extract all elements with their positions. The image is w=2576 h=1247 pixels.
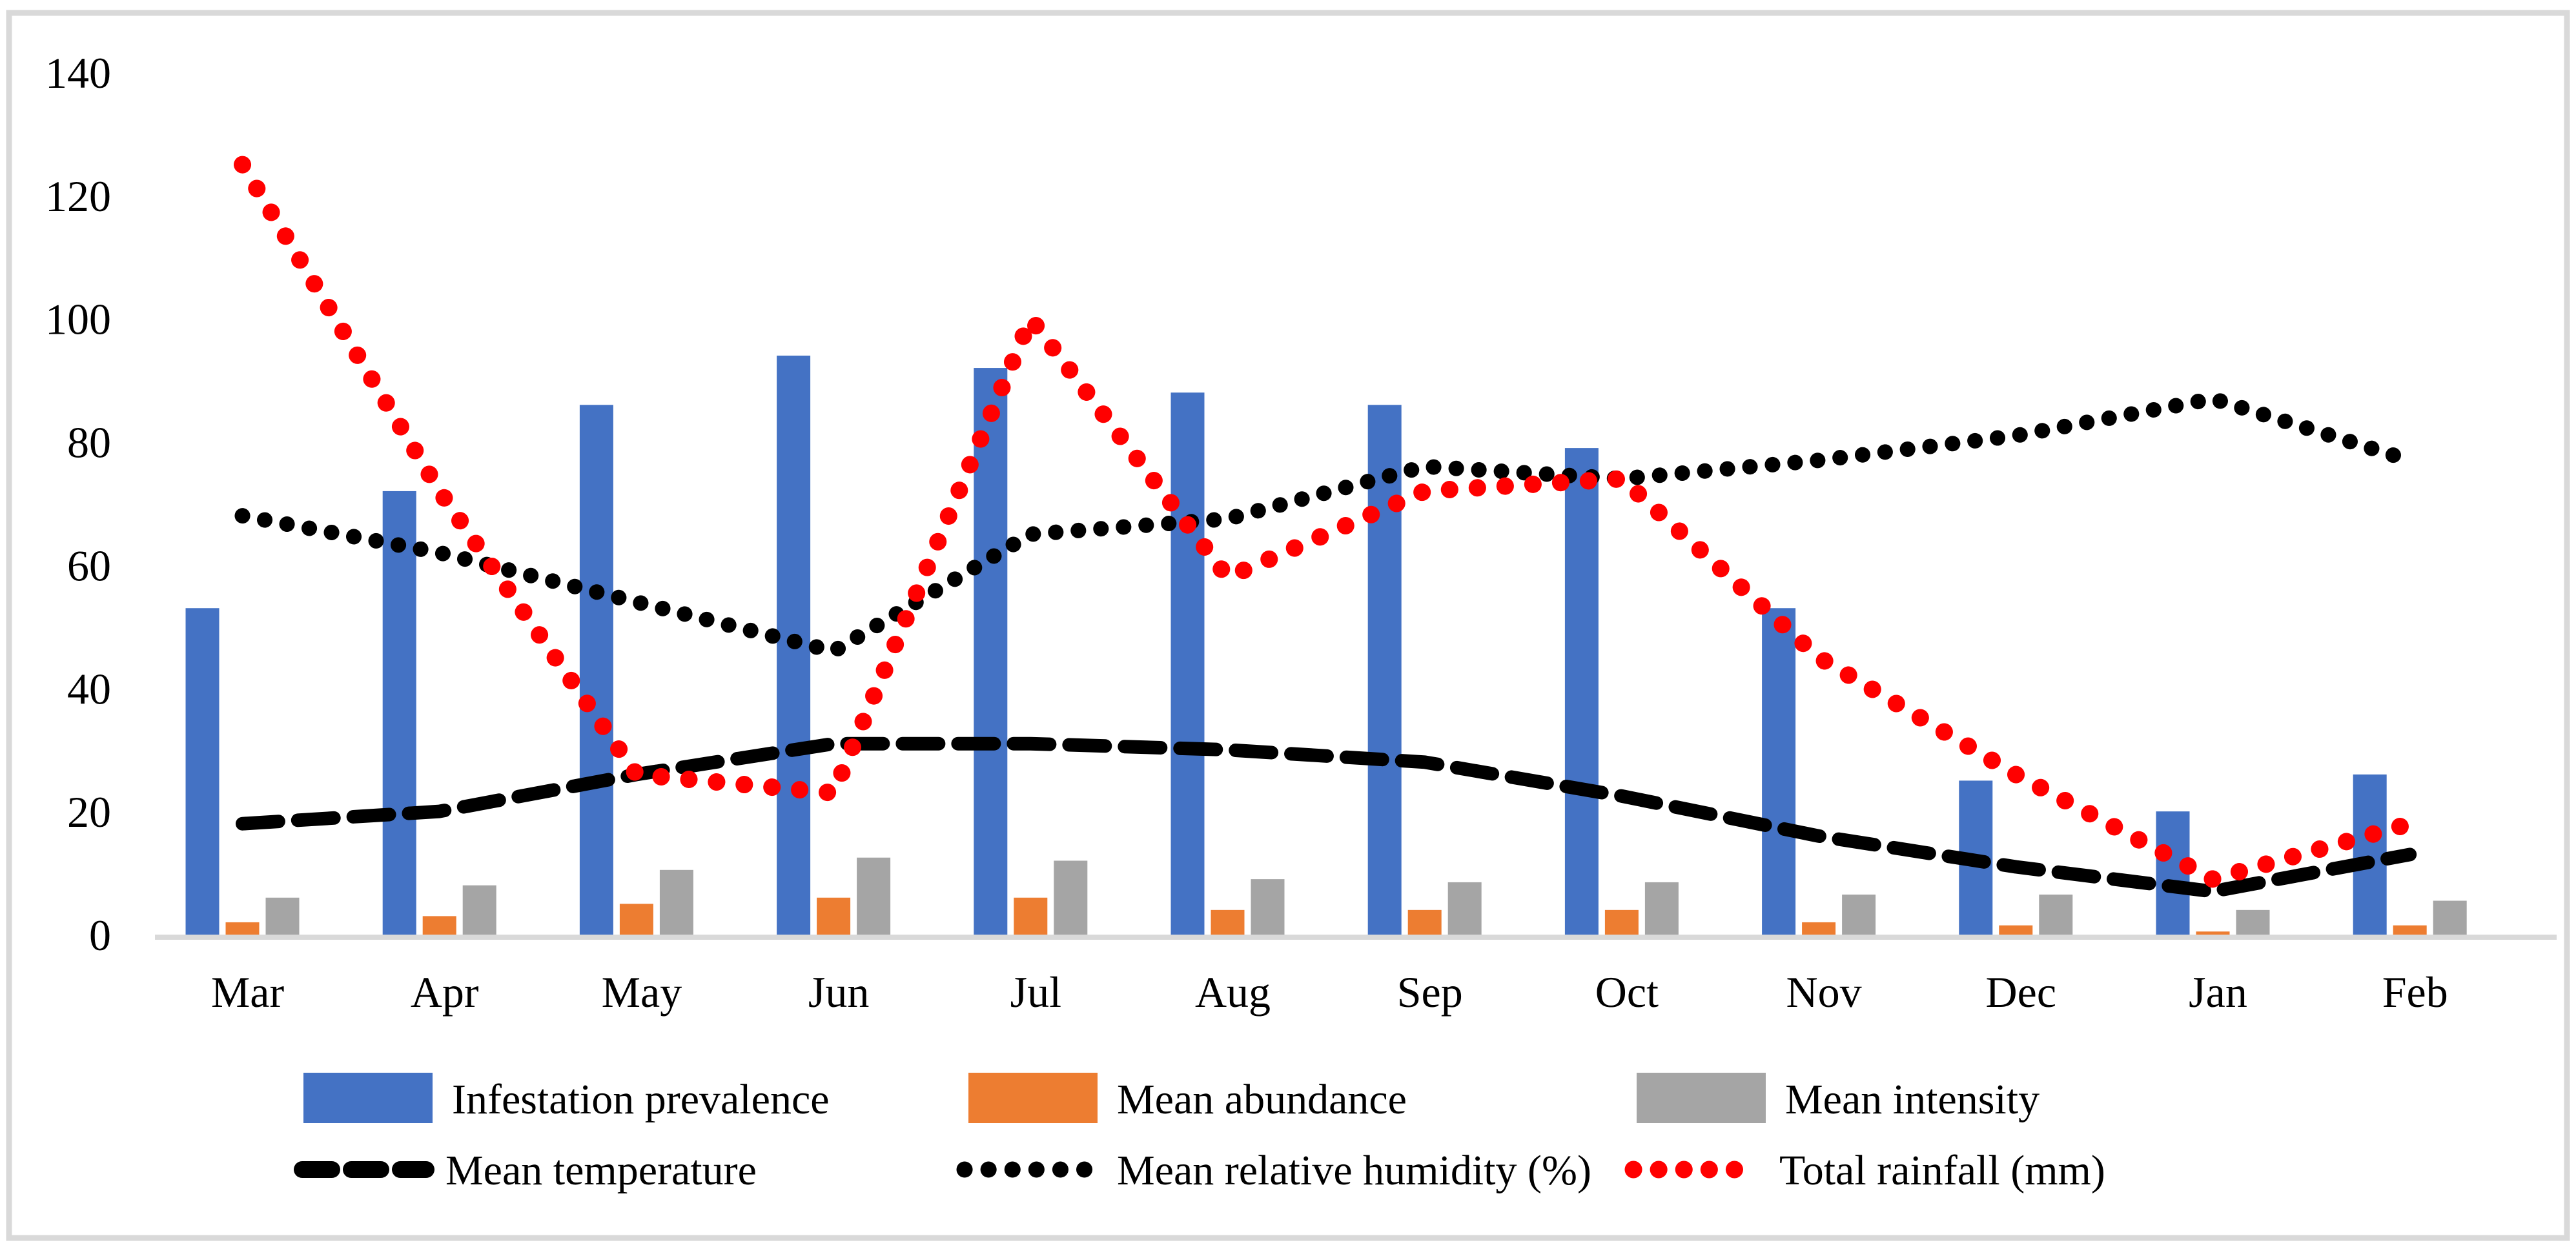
bar-infestation-prevalence-sep <box>1367 405 1402 935</box>
y-axis-tick-label: 100 <box>45 295 111 344</box>
bar-infestation-prevalence-nov <box>1762 608 1796 935</box>
bar-infestation-prevalence-feb <box>2353 774 2387 935</box>
x-axis-label-mar: Mar <box>211 968 285 1017</box>
bar-mean-intensity-apr <box>462 885 496 935</box>
bar-mean-intensity-may <box>659 869 693 935</box>
y-axis-tick-label: 60 <box>67 541 111 590</box>
bar-mean-abundance-oct <box>1604 909 1639 935</box>
bar-mean-abundance-jun <box>817 897 851 935</box>
bar-mean-abundance-nov <box>1802 922 1836 935</box>
y-axis-tick-label: 0 <box>89 911 111 960</box>
bar-mean-intensity-dec <box>2039 894 2073 935</box>
bar-infestation-prevalence-apr <box>382 491 416 935</box>
y-axis-tick-label: 140 <box>45 48 111 97</box>
bar-infestation-prevalence-jul <box>974 368 1008 935</box>
x-axis-label-jan: Jan <box>2189 968 2247 1017</box>
legend-label-mean-temperature: Mean temperature <box>445 1147 757 1194</box>
bar-mean-abundance-sep <box>1407 909 1442 935</box>
x-axis-label-nov: Nov <box>1786 968 1862 1017</box>
legend-label-mean-relative-humidity-%: Mean relative humidity (%) <box>1117 1147 1591 1194</box>
x-axis-label-may: May <box>602 968 682 1017</box>
x-axis-label-jun: Jun <box>808 968 869 1017</box>
bar-infestation-prevalence-aug <box>1170 392 1205 935</box>
bar-infestation-prevalence-may <box>579 405 613 935</box>
x-axis-label-apr: Apr <box>411 968 479 1017</box>
bar-mean-abundance-mar <box>225 922 260 935</box>
legend-label-total-rainfall-mm: Total rainfall (mm) <box>1779 1147 2105 1194</box>
bar-mean-intensity-feb <box>2433 900 2467 935</box>
bar-infestation-prevalence-mar <box>185 608 220 935</box>
bar-mean-intensity-nov <box>1842 894 1876 935</box>
x-axis-label-sep: Sep <box>1397 968 1463 1017</box>
y-axis-tick-label: 120 <box>45 172 111 221</box>
bar-mean-intensity-aug <box>1251 879 1285 935</box>
legend-label-infestation-prevalence: Infestation prevalence <box>452 1076 830 1123</box>
bar-mean-abundance-aug <box>1211 909 1245 935</box>
bar-mean-intensity-sep <box>1447 882 1482 935</box>
y-axis-tick-label: 80 <box>67 418 111 467</box>
legend-label-mean-abundance: Mean abundance <box>1117 1076 1407 1123</box>
bar-mean-abundance-jul <box>1014 897 1048 935</box>
bar-infestation-prevalence-oct <box>1564 448 1599 935</box>
chart-border <box>6 10 2570 1241</box>
bar-mean-abundance-jan <box>2196 931 2230 935</box>
x-axis-label-oct: Oct <box>1595 968 1659 1017</box>
x-axis-label-aug: Aug <box>1195 968 1271 1017</box>
legend-swatch-mean-intensity <box>1637 1073 1766 1123</box>
y-axis-tick-label: 40 <box>67 664 111 713</box>
bar-mean-abundance-dec <box>1999 925 2033 935</box>
y-axis-tick-label: 20 <box>67 787 111 836</box>
x-axis-label-dec: Dec <box>1986 968 2056 1017</box>
bar-mean-intensity-jan <box>2236 909 2270 935</box>
line-mean-temperature <box>236 736 2417 898</box>
bar-mean-intensity-jul <box>1054 860 1088 935</box>
x-axis-label-jul: Jul <box>1010 968 1061 1017</box>
x-axis-label-feb: Feb <box>2382 968 2448 1017</box>
bar-mean-intensity-oct <box>1644 882 1679 935</box>
bar-mean-intensity-mar <box>265 897 300 935</box>
legend-swatch-mean-abundance <box>968 1073 1098 1123</box>
legend-swatch-infestation-prevalence <box>303 1073 433 1123</box>
legend-label-mean-intensity: Mean intensity <box>1785 1076 2039 1123</box>
bar-mean-intensity-jun <box>857 857 891 935</box>
line-total-rainfall-mm <box>234 156 2419 888</box>
line-mean-relative-humidity-% <box>234 390 2418 659</box>
bar-mean-abundance-feb <box>2393 925 2427 935</box>
bar-mean-abundance-may <box>619 904 653 935</box>
bar-mean-abundance-apr <box>422 916 456 935</box>
x-axis-line <box>155 935 2557 940</box>
